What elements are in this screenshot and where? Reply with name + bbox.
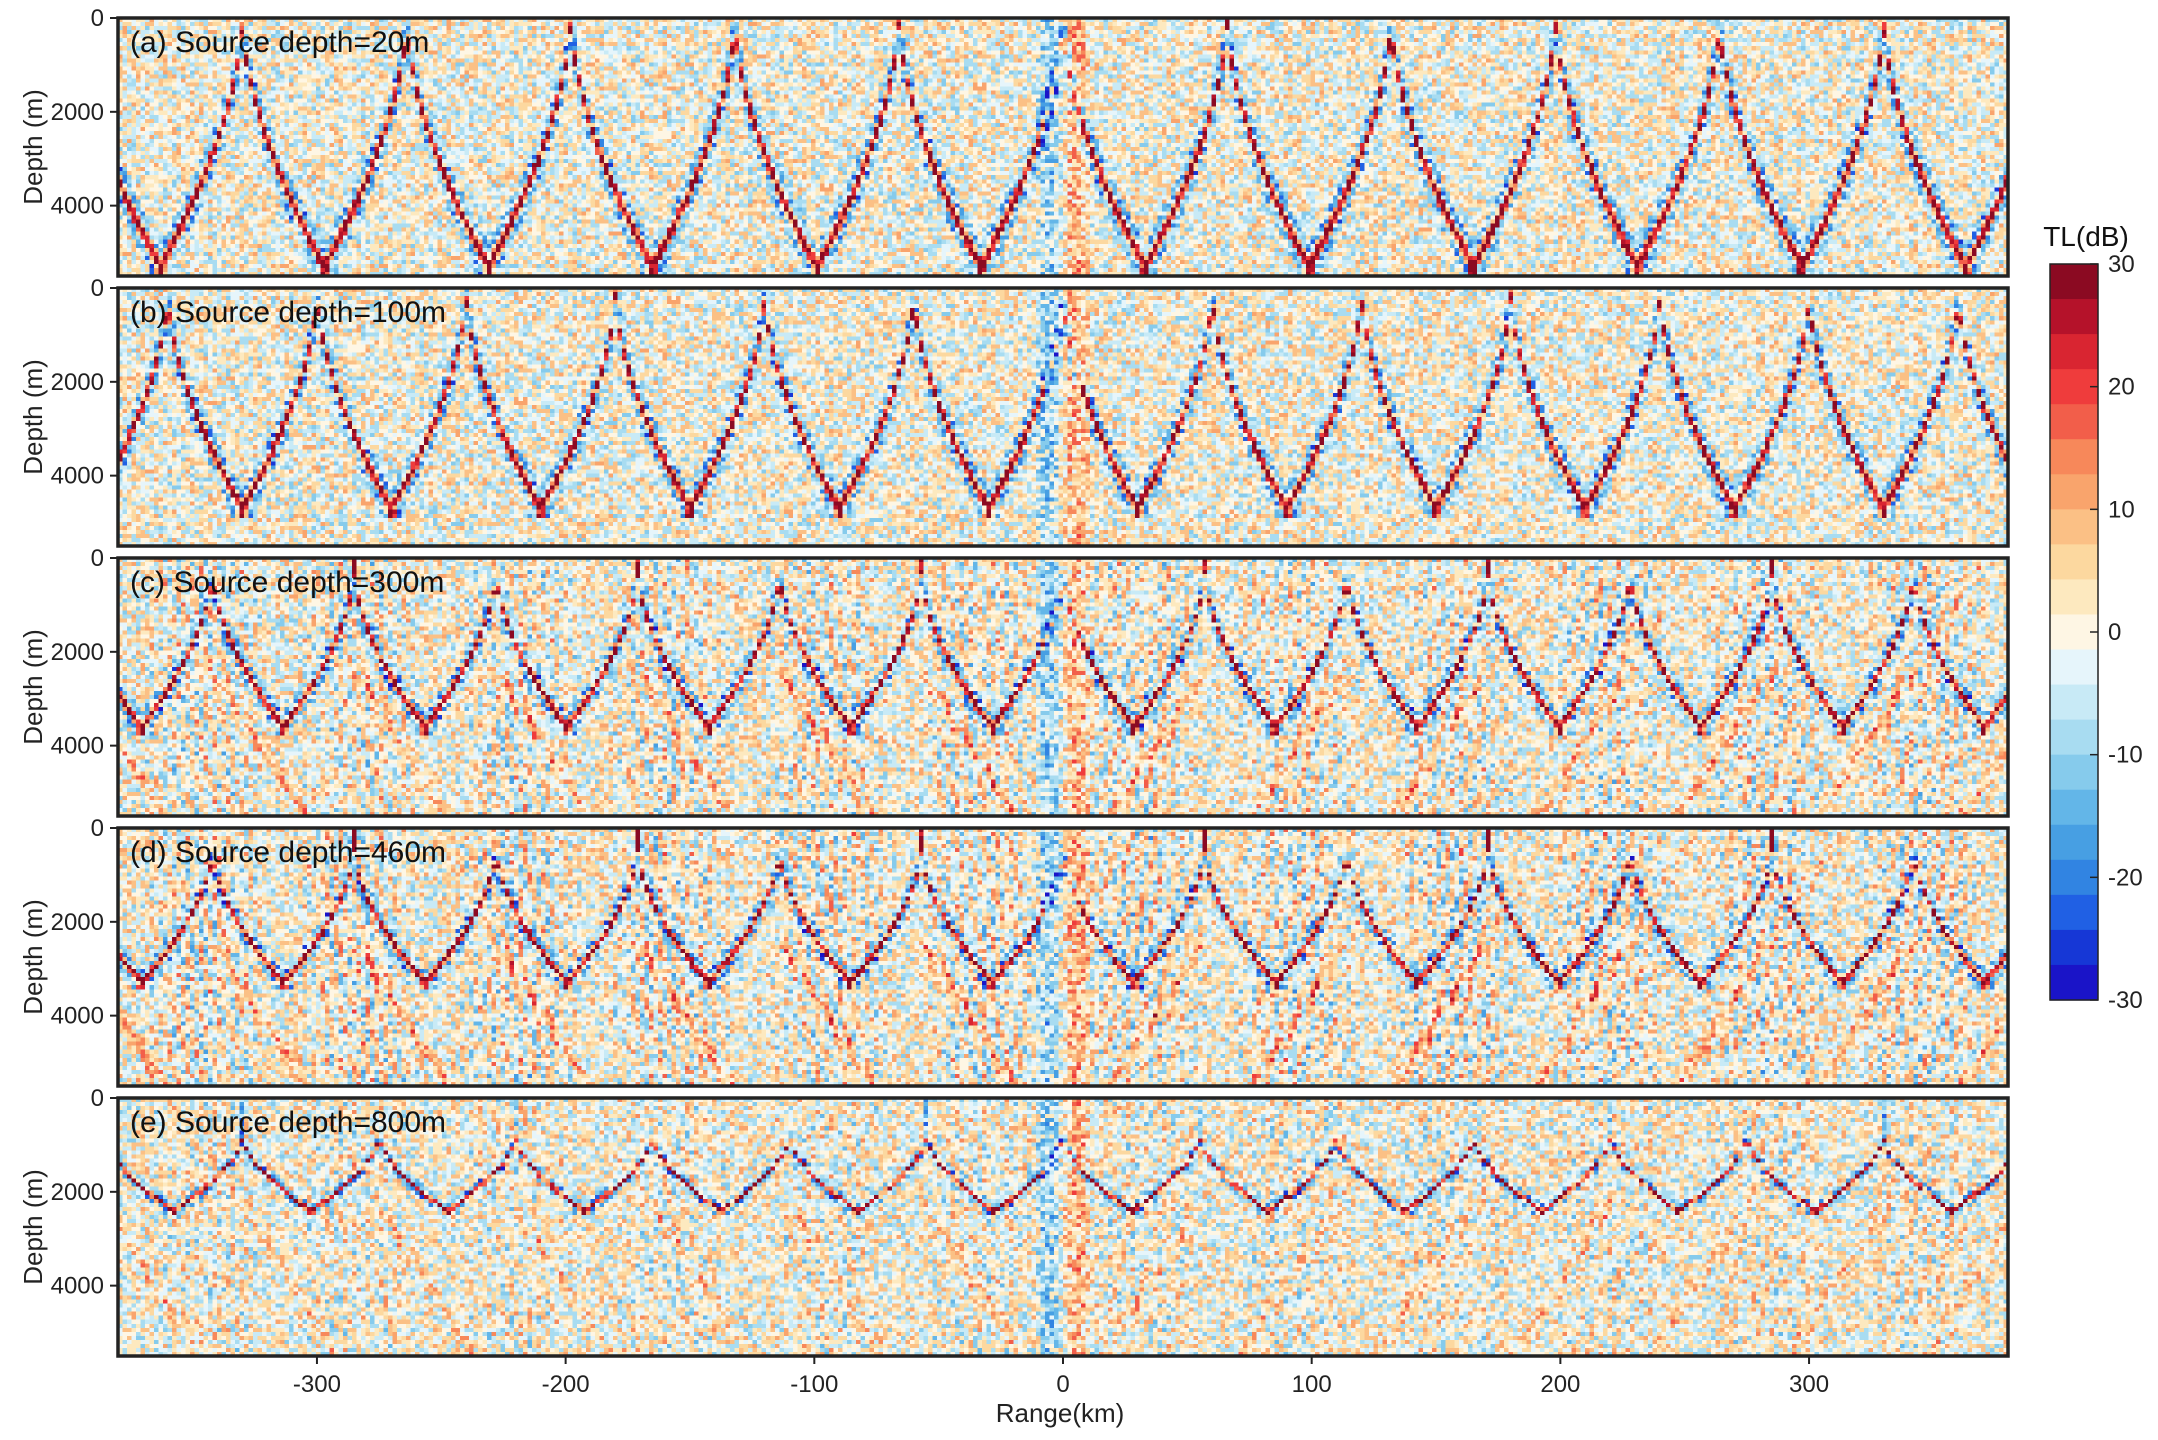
colorbar-segment [2050,719,2098,756]
panel-frame [116,286,2010,548]
panel-frame [116,16,2010,278]
y-tick-label: 0 [91,1085,104,1112]
colorbar-segment [2050,684,2098,721]
heatmap-image [118,18,2008,276]
colorbar-segment [2050,474,2098,510]
y-tick-label: 2000 [51,369,104,396]
x-tick-label: 300 [1789,1371,1829,1398]
x-axis-label: Range(km) [996,1398,1125,1428]
colorbar-segment [2050,439,2098,475]
heatmap-image [118,288,2008,546]
x-tick-label: 100 [1292,1371,1332,1398]
heatmap-image [118,558,2008,816]
y-axis-label: Depth (m) [18,629,48,745]
y-axis-label: Depth (m) [18,899,48,1015]
y-tick-label: 2000 [51,639,104,666]
x-tick-label: 200 [1540,1371,1580,1398]
colorbar-tick-label: 0 [2108,619,2121,646]
y-tick-label: 4000 [51,1003,104,1030]
x-tick-label: -100 [790,1371,838,1398]
colorbar-segment [2050,649,2098,686]
colorbar-segment [2050,789,2098,826]
colorbar-segment [2050,579,2098,616]
y-axis-label: Depth (m) [18,89,48,205]
colorbar-tick-label: -30 [2108,987,2143,1014]
y-tick-label: 4000 [51,733,104,760]
colorbar-tick-label: 30 [2108,251,2135,278]
colorbar-segment [2050,264,2098,300]
panel-frame [116,556,2010,818]
colorbar-segment [2050,929,2098,966]
y-tick-label: 2000 [51,909,104,936]
panel-label: (b) Source depth=100m [130,296,446,329]
x-tick-label: 0 [1056,1371,1069,1398]
colorbar-segment [2050,824,2098,861]
colorbar-tick-label: -20 [2108,864,2143,891]
heatmap-image [118,1098,2008,1356]
panel-label: (e) Source depth=800m [130,1106,446,1139]
colorbar-tick-label: 20 [2108,374,2135,401]
y-tick-label: 0 [91,815,104,842]
y-axis-label: Depth (m) [18,359,48,475]
y-axis-label: Depth (m) [18,1169,48,1285]
colorbar-segment [2050,334,2098,370]
y-tick-label: 2000 [51,1179,104,1206]
y-tick-label: 4000 [51,193,104,220]
colorbar-segment [2050,404,2098,440]
colorbar-title: TL(dB) [2043,221,2129,252]
colorbar-tick-label: -10 [2108,742,2143,769]
y-tick-label: 0 [91,275,104,302]
x-tick-label: -300 [293,1371,341,1398]
panel-label: (c) Source depth=300m [130,566,444,599]
y-tick-label: 0 [91,545,104,572]
colorbar-segment [2050,544,2098,581]
y-tick-label: 2000 [51,99,104,126]
colorbar: TL(dB) 30 20 10 0 -10 -20 -30 [2043,221,2142,1014]
colorbar-segment [2050,299,2098,335]
colorbar-segment [2050,509,2098,545]
x-tick-label: -200 [542,1371,590,1398]
y-tick-label: 0 [91,5,104,32]
colorbar-segment [2050,754,2098,791]
y-tick-label: 4000 [51,1273,104,1300]
panel-frame [116,826,2010,1088]
colorbar-tick-label: 10 [2108,496,2135,523]
x-axis: Range(km) -300 -200 -100 0 100 200 300 [293,1356,1829,1428]
colorbar-segment [2050,964,2098,1001]
panel-label: (a) Source depth=20m [130,26,429,59]
panel-label: (d) Source depth=460m [130,836,446,869]
y-tick-label: 4000 [51,463,104,490]
heatmap-image [118,828,2008,1086]
colorbar-segment [2050,894,2098,931]
